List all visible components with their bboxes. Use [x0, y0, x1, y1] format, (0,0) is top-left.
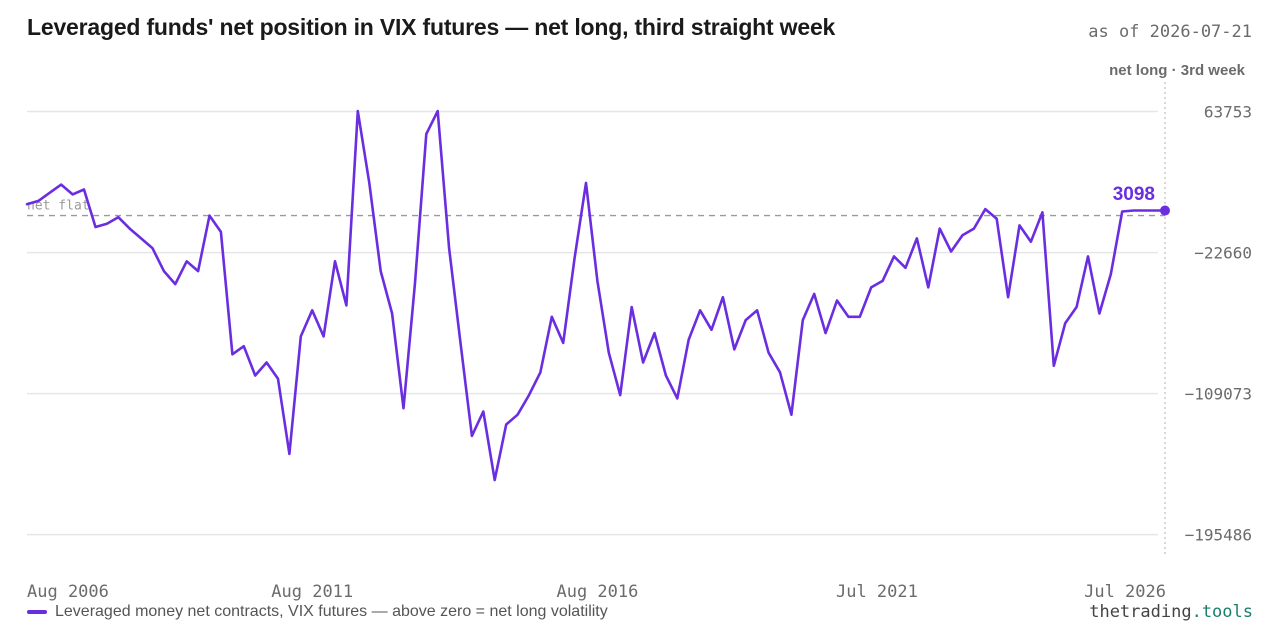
x-tick-label: Aug 2011	[271, 582, 353, 602]
brand-name: thetrading	[1089, 602, 1192, 622]
zero-reference: net flat	[27, 199, 1165, 217]
legend-swatch	[27, 610, 47, 614]
as-of-date: as of 2026-07-21	[1088, 22, 1252, 42]
chart-title: Leveraged funds' net position in VIX fut…	[27, 14, 836, 40]
series-line	[25, 109, 1167, 482]
series-layer	[25, 109, 1167, 482]
legend: Leveraged money net contracts, VIX futur…	[27, 603, 608, 621]
y-tick-label: 63753	[1204, 103, 1252, 122]
legend-label: Leveraged money net contracts, VIX futur…	[55, 603, 608, 620]
axis-labels: 63753 −22660 −109073 −195486 Aug 2006 Aug 201…	[27, 103, 1252, 602]
last-value-label: 3098	[1113, 184, 1155, 205]
last-point-marker	[1160, 205, 1170, 216]
x-tick-label: Jul 2021	[836, 582, 918, 602]
y-tick-label: −109073	[1185, 385, 1252, 404]
x-tick-label: Aug 2016	[556, 582, 638, 602]
x-tick-label: Jul 2026	[1084, 582, 1166, 602]
annotations: 3098 net long · 3rd week	[1109, 62, 1246, 216]
gridlines	[27, 82, 1166, 556]
brand-tld: .tools	[1191, 602, 1253, 622]
y-tick-label: −195486	[1185, 526, 1252, 545]
status-note: net long · 3rd week	[1109, 62, 1246, 79]
x-tick-label: Aug 2006	[27, 582, 109, 602]
zero-line-label: net flat	[27, 199, 90, 214]
y-tick-label: −22660	[1194, 244, 1252, 263]
brand-credit[interactable]: thetrading.tools	[1089, 602, 1253, 622]
